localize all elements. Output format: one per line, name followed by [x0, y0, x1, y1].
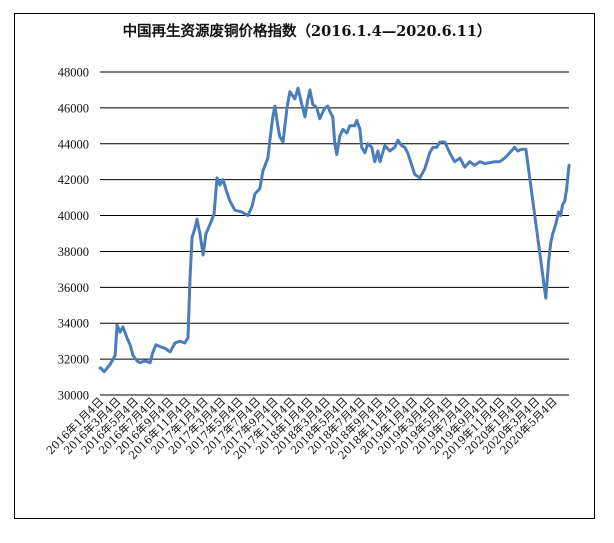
y-tick-label: 40000: [58, 209, 89, 223]
y-tick-label: 48000: [58, 66, 89, 80]
y-tick-label: 38000: [58, 245, 89, 259]
y-tick-label: 30000: [58, 389, 89, 403]
x-axis-labels: 2016年1月4日2016年3月4日2016年5月4日2016年7月4日2016…: [43, 394, 560, 462]
y-tick-label: 46000: [58, 101, 89, 115]
y-tick-label: 36000: [58, 281, 89, 295]
y-axis-labels: 30000 32000 34000 36000 38000 40000 42000 44000…: [58, 66, 89, 403]
y-tick-label: 32000: [58, 353, 89, 367]
series-line: [98, 86, 571, 374]
chart-title: 中国再生资源废铜价格指数（2016.1.4—2020.6.11）: [122, 23, 492, 40]
y-tick-label: 34000: [58, 317, 89, 331]
chart-frame: [14, 13, 595, 519]
y-tick-label: 42000: [58, 173, 89, 187]
y-tick-label: 44000: [58, 137, 89, 151]
